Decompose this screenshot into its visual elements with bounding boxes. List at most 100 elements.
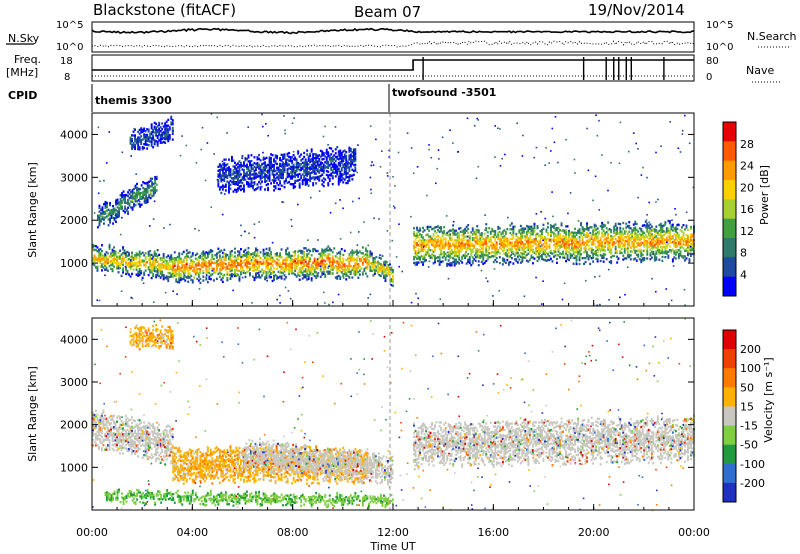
heatmap-cell (253, 171, 256, 174)
heatmap-cell (321, 150, 324, 153)
heatmap-cell (369, 254, 372, 257)
heatmap-cell (569, 231, 572, 234)
heatmap-cell (212, 267, 215, 271)
heatmap-cell (240, 181, 242, 184)
heatmap-cell (125, 269, 128, 272)
heatmap-cell (646, 239, 649, 243)
heatmap-cell (165, 126, 168, 129)
heatmap-cell (270, 254, 273, 258)
heatmap-cell (285, 258, 288, 262)
heatmap-cell (437, 234, 440, 238)
heatmap-cell (238, 262, 241, 265)
heatmap-cell (498, 242, 501, 245)
heatmap-cell (228, 267, 230, 271)
heatmap-cell (113, 209, 116, 212)
heatmap-cell (538, 240, 540, 244)
heatmap-cell (443, 253, 446, 256)
heatmap-cell (602, 239, 605, 242)
heatmap-cell (303, 165, 306, 168)
heatmap-cell (542, 243, 545, 246)
heatmap-cell (280, 173, 283, 176)
heatmap-cell (182, 250, 185, 254)
heatmap-cell (274, 179, 277, 182)
heatmap-cell (611, 255, 614, 258)
heatmap-cell (235, 257, 238, 260)
heatmap-cell (202, 264, 205, 267)
heatmap-cell (161, 141, 164, 144)
heatmap-cell (104, 262, 106, 266)
heatmap-cell (476, 230, 479, 234)
heatmap-cell (149, 193, 152, 196)
heatmap-cell (506, 255, 509, 258)
heatmap-cell (364, 272, 367, 275)
scatter-echo (457, 150, 459, 153)
heatmap-cell (241, 269, 244, 272)
heatmap-cell (426, 225, 429, 229)
heatmap-cell (575, 233, 578, 237)
heatmap-cell (392, 278, 394, 282)
heatmap-cell (392, 274, 394, 278)
heatmap-cell (623, 247, 626, 250)
heatmap-cell (519, 251, 522, 255)
scatter-echo (327, 144, 329, 146)
heatmap-cell (137, 272, 140, 276)
heatmap-cell (218, 172, 221, 176)
heatmap-cell (351, 155, 354, 158)
heatmap-cell (668, 239, 671, 242)
heatmap-cell (468, 234, 471, 238)
heatmap-cell (244, 164, 247, 168)
heatmap-cell (331, 177, 334, 180)
heatmap-cell (352, 259, 355, 262)
heatmap-cell (234, 263, 236, 266)
heatmap-cell (297, 250, 300, 253)
heatmap-cell (217, 272, 220, 276)
heatmap-cell (589, 239, 592, 242)
heatmap-cell (554, 254, 557, 257)
heatmap-cell (119, 201, 122, 205)
heatmap-cell (431, 243, 434, 246)
heatmap-cell (303, 175, 306, 178)
heatmap-cell (431, 249, 434, 252)
heatmap-cell (285, 256, 288, 260)
heatmap-cell (339, 164, 342, 168)
heatmap-cell (383, 270, 385, 274)
heatmap-cell (333, 171, 336, 174)
heatmap-cell (135, 254, 138, 257)
heatmap-cell (218, 254, 221, 257)
heatmap-cell (417, 230, 420, 233)
heatmap-cell (446, 233, 449, 237)
heatmap-cell (300, 261, 303, 264)
scatter-echo (426, 194, 428, 197)
heatmap-cell (167, 138, 170, 141)
heatmap-cell (208, 264, 211, 267)
heatmap-cell (193, 268, 196, 271)
heatmap-cell (373, 270, 376, 274)
heatmap-cell (217, 183, 220, 186)
heatmap-cell (613, 254, 616, 258)
heatmap-cell (99, 248, 102, 251)
heatmap-cell (276, 258, 279, 261)
heatmap-cell (122, 267, 125, 270)
heatmap-cell (298, 178, 301, 181)
nave-tick-top: 80 (706, 56, 719, 67)
heatmap-cell (488, 246, 491, 249)
heatmap-cell (156, 268, 159, 271)
scatter-echo (386, 230, 389, 232)
heatmap-cell (629, 238, 632, 242)
heatmap-cell (226, 273, 229, 276)
heatmap-cell (145, 201, 148, 204)
heatmap-cell (626, 250, 629, 253)
heatmap-cell (151, 185, 154, 188)
heatmap-cell (313, 168, 316, 171)
heatmap-cell (109, 219, 112, 222)
heatmap-cell (671, 237, 674, 240)
scatter-echo (152, 218, 155, 220)
heatmap-cell (584, 245, 587, 248)
heatmap-cell (447, 241, 450, 245)
heatmap-cell (319, 155, 322, 158)
heatmap-cell (321, 162, 324, 165)
heatmap-cell (265, 271, 268, 274)
heatmap-cell (288, 163, 291, 166)
heatmap-cell (140, 260, 143, 263)
